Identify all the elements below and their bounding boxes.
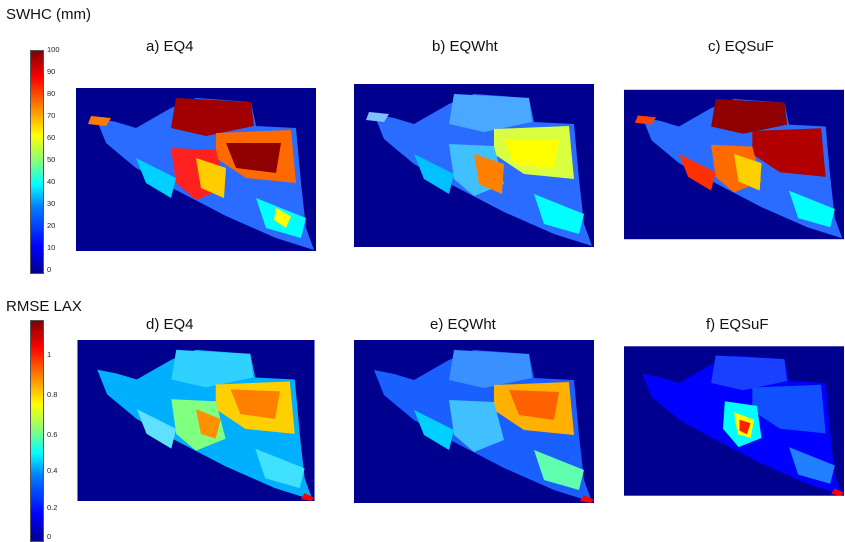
rmse-tick-label: 0.6 [47, 430, 58, 439]
swhc-colorbar [30, 50, 44, 274]
rmse-colorbar [30, 320, 44, 542]
swhc-section-label: SWHC (mm) [6, 6, 91, 23]
rmse-tick-label: 0.2 [47, 503, 58, 512]
map-panel-b [354, 84, 594, 247]
map-panel-d [77, 340, 315, 501]
rmse-tick-label: 1 [47, 350, 52, 359]
swhc-tick-label: 100 [47, 45, 60, 54]
swhc-tick-label: 10 [47, 243, 56, 252]
panel-title-e: e) EQWht [430, 316, 496, 333]
swhc-tick-label: 80 [47, 89, 56, 98]
rmse-tick-label: 0.8 [47, 390, 58, 399]
swhc-tick-label: 30 [47, 199, 56, 208]
rmse-section-label: RMSE LAX [6, 298, 82, 315]
panel-title-d: d) EQ4 [146, 316, 194, 333]
map-panel-c [624, 89, 844, 240]
swhc-tick-label: 50 [47, 155, 56, 164]
swhc-tick-label: 20 [47, 221, 56, 230]
swhc-tick-label: 90 [47, 67, 56, 76]
map-panel-a [76, 88, 316, 251]
rmse-tick-label: 0 [47, 532, 52, 541]
rmse-tick-label: 0.4 [47, 466, 58, 475]
map-panel-f [624, 346, 844, 496]
panel-title-f: f) EQSuF [706, 316, 769, 333]
panel-title-a: a) EQ4 [146, 38, 194, 55]
swhc-tick-label: 60 [47, 133, 56, 142]
swhc-tick-label: 70 [47, 111, 56, 120]
panel-title-b: b) EQWht [432, 38, 498, 55]
map-panel-e [354, 340, 594, 503]
swhc-tick-label: 40 [47, 177, 56, 186]
swhc-tick-label: 0 [47, 265, 52, 274]
panel-title-c: c) EQSuF [708, 38, 774, 55]
